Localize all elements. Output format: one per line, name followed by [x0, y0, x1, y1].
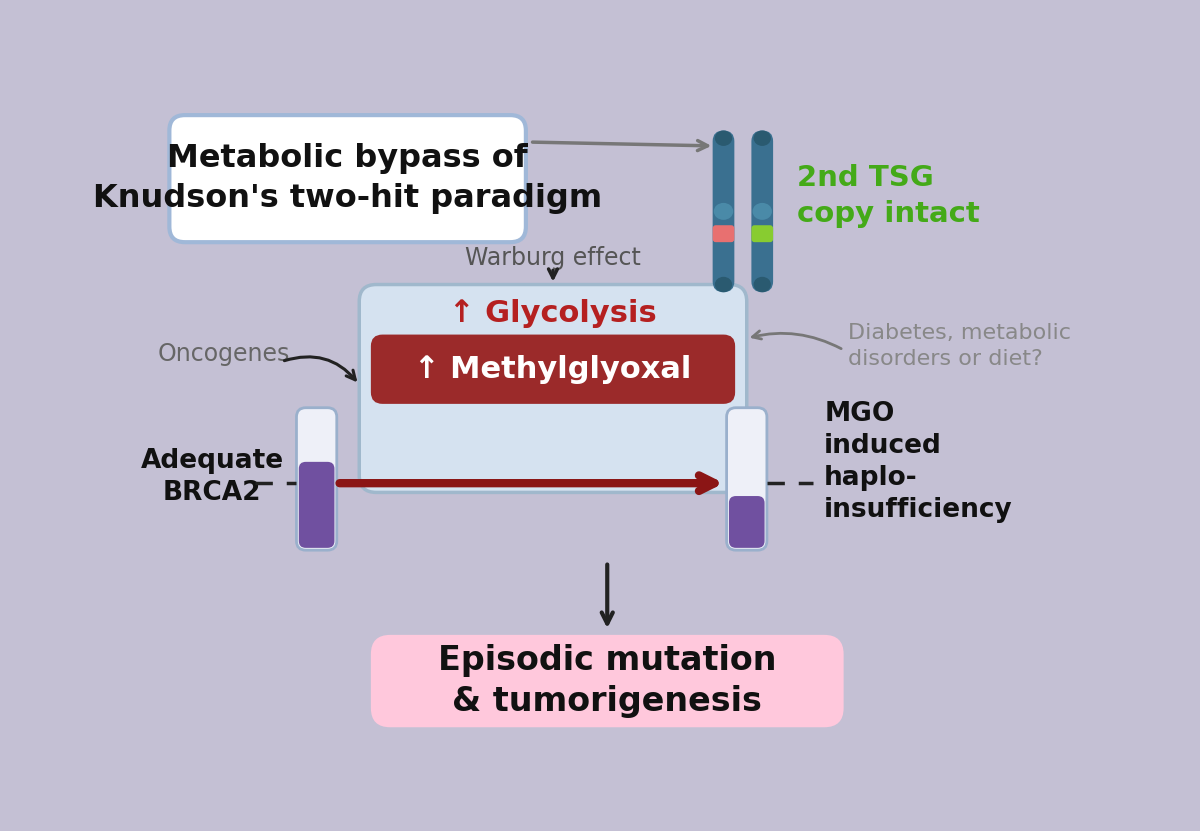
Ellipse shape	[752, 203, 772, 220]
FancyBboxPatch shape	[713, 225, 734, 242]
FancyBboxPatch shape	[296, 408, 337, 550]
Text: Oncogenes: Oncogenes	[157, 342, 290, 366]
Text: ↑ Glycolysis: ↑ Glycolysis	[449, 299, 656, 328]
FancyBboxPatch shape	[751, 130, 773, 293]
FancyBboxPatch shape	[728, 496, 764, 548]
Ellipse shape	[714, 203, 733, 220]
FancyBboxPatch shape	[371, 635, 844, 727]
Text: ↑ Methylglyoxal: ↑ Methylglyoxal	[414, 355, 691, 384]
FancyBboxPatch shape	[359, 284, 746, 493]
Text: Diabetes, metabolic
disorders or diet?: Diabetes, metabolic disorders or diet?	[847, 323, 1070, 369]
FancyBboxPatch shape	[371, 335, 736, 404]
Ellipse shape	[715, 130, 732, 146]
Text: Warburg effect: Warburg effect	[466, 246, 641, 269]
FancyBboxPatch shape	[169, 116, 526, 242]
Text: Episodic mutation
& tumorigenesis: Episodic mutation & tumorigenesis	[438, 644, 776, 718]
FancyBboxPatch shape	[299, 462, 335, 548]
Text: Metabolic bypass of
Knudson's two-hit paradigm: Metabolic bypass of Knudson's two-hit pa…	[94, 144, 602, 214]
FancyBboxPatch shape	[727, 408, 767, 550]
Ellipse shape	[754, 130, 770, 146]
Text: Adequate
BRCA2: Adequate BRCA2	[140, 448, 283, 506]
FancyBboxPatch shape	[713, 130, 734, 293]
Ellipse shape	[754, 277, 770, 293]
Text: 2nd TSG
copy intact: 2nd TSG copy intact	[797, 164, 980, 229]
FancyBboxPatch shape	[751, 225, 773, 242]
Text: MGO
induced
haplo-
insufficiency: MGO induced haplo- insufficiency	[824, 401, 1013, 523]
Ellipse shape	[715, 277, 732, 293]
